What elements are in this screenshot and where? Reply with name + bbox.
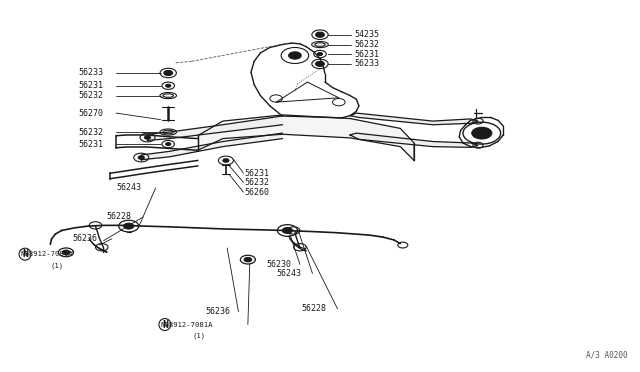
Circle shape <box>244 257 252 262</box>
Text: (1): (1) <box>51 263 63 269</box>
Polygon shape <box>350 113 478 125</box>
Text: N: N <box>22 249 28 259</box>
Circle shape <box>282 228 292 233</box>
Circle shape <box>316 61 324 67</box>
Text: 56232: 56232 <box>79 128 104 137</box>
Circle shape <box>316 32 324 37</box>
Text: N08912-7081A: N08912-7081A <box>160 321 212 327</box>
Circle shape <box>289 52 301 59</box>
Polygon shape <box>350 133 478 147</box>
Text: A/3 A0200: A/3 A0200 <box>586 350 627 359</box>
Circle shape <box>145 136 150 139</box>
Text: 56243: 56243 <box>276 269 301 278</box>
Circle shape <box>124 223 134 229</box>
Text: 56232: 56232 <box>244 178 269 187</box>
Text: 56231: 56231 <box>355 49 380 58</box>
Text: 56228: 56228 <box>301 304 326 313</box>
Text: 56236: 56236 <box>72 234 97 243</box>
Polygon shape <box>198 115 414 160</box>
Text: 56228: 56228 <box>107 212 132 221</box>
Circle shape <box>138 156 144 159</box>
Text: 56230: 56230 <box>267 260 292 269</box>
Text: 56233: 56233 <box>355 60 380 68</box>
Text: 56231: 56231 <box>244 169 269 178</box>
Circle shape <box>164 70 173 76</box>
Circle shape <box>166 142 171 145</box>
Circle shape <box>317 52 323 55</box>
Circle shape <box>223 159 229 162</box>
Text: 56270: 56270 <box>79 109 104 118</box>
Text: 56236: 56236 <box>206 307 231 316</box>
Circle shape <box>62 250 70 254</box>
Text: 56233: 56233 <box>79 68 104 77</box>
Text: 54235: 54235 <box>355 30 380 39</box>
Text: 56232: 56232 <box>79 91 104 100</box>
Text: 56232: 56232 <box>355 40 380 49</box>
Text: 56231: 56231 <box>79 81 104 90</box>
Text: N: N <box>162 320 168 330</box>
Text: 56243: 56243 <box>116 183 141 192</box>
Text: 56231: 56231 <box>79 140 104 148</box>
Circle shape <box>166 84 171 87</box>
Polygon shape <box>148 116 282 139</box>
Circle shape <box>472 127 492 139</box>
Text: N08912-7081A: N08912-7081A <box>20 251 73 257</box>
Polygon shape <box>141 133 282 160</box>
Text: (1): (1) <box>193 332 206 339</box>
Text: 56260: 56260 <box>244 188 269 197</box>
